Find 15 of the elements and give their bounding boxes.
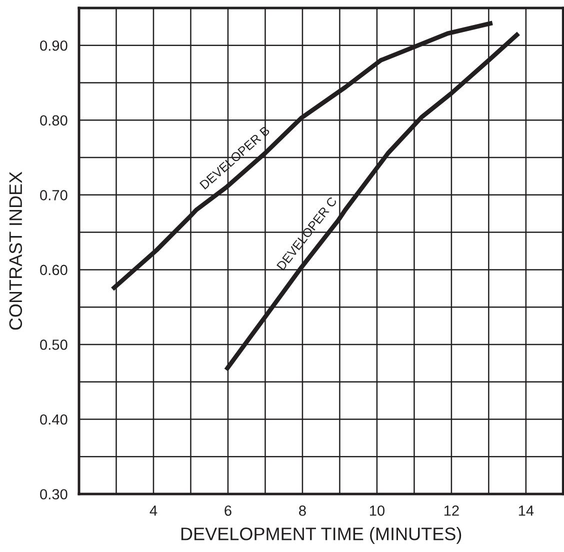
y-axis-title: CONTRAST INDEX xyxy=(9,172,22,330)
x-tick-label: 6 xyxy=(224,505,232,516)
x-axis-title: DEVELOPMENT TIME (MINUTES) xyxy=(181,527,462,544)
y-tick-label: 0.80 xyxy=(40,115,68,126)
x-tick-label: 14 xyxy=(518,506,534,516)
y-tick-label: 0.40 xyxy=(40,414,68,425)
x-tick-label: 4 xyxy=(150,506,158,516)
y-tick-label: 0.70 xyxy=(40,190,68,200)
y-tick-label: 0.90 xyxy=(40,40,68,51)
x-tick-label: 12 xyxy=(444,505,459,516)
x-tick-label: 10 xyxy=(370,505,384,516)
y-tick-label: 0.50 xyxy=(40,340,68,350)
x-tick-label: 8 xyxy=(299,505,306,516)
y-tick-label: 0.60 xyxy=(40,264,68,276)
y-tick-label: 0.30 xyxy=(40,489,68,500)
